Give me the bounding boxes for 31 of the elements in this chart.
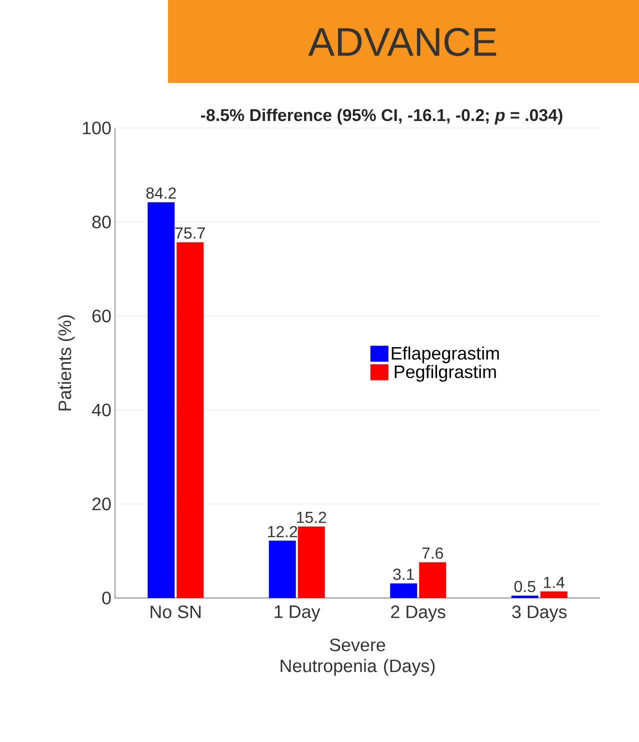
bar bbox=[540, 591, 568, 598]
data-label: 12.2 bbox=[268, 526, 298, 538]
bar bbox=[419, 562, 446, 598]
text: -8.5% Difference (95% CI, -16.1, -0.2; p = .034) bbox=[200, 108, 562, 124]
y-tick-label: 80 bbox=[92, 216, 111, 228]
data-label: 0.5 bbox=[514, 580, 536, 592]
data-label: 84.2 bbox=[146, 187, 176, 199]
data-label: 7.6 bbox=[422, 547, 443, 559]
x-axis-title: Severe Neutropenia (Days) bbox=[280, 638, 435, 676]
y-tick-label: 40 bbox=[92, 404, 111, 416]
legend-label: Pegfilgrastim bbox=[394, 364, 496, 382]
y-tick-label: 100 bbox=[82, 122, 111, 134]
chart-title: ADVANCE bbox=[308, 28, 496, 56]
y-tick-label: 0 bbox=[102, 592, 111, 604]
data-label: 15.2 bbox=[297, 512, 326, 524]
data-label: 1.4 bbox=[544, 576, 564, 588]
y-tick-label: 60 bbox=[92, 310, 111, 322]
bar bbox=[148, 202, 175, 598]
x-tick-label: 3 Days bbox=[512, 606, 567, 622]
bar bbox=[298, 526, 325, 598]
bar bbox=[268, 540, 296, 598]
y-axis-title: Patients (%) bbox=[58, 315, 75, 410]
x-tick-label: 2 Days bbox=[391, 606, 446, 622]
x-tick-label: 1 Day bbox=[274, 606, 320, 622]
y-tick-label: 20 bbox=[92, 498, 111, 510]
x-tick-label: No SN bbox=[150, 606, 201, 618]
data-label: 75.7 bbox=[175, 228, 205, 239]
data-label: 3.1 bbox=[393, 568, 414, 580]
legend-label: Eflapegrastim bbox=[392, 346, 499, 364]
bar bbox=[176, 242, 204, 598]
bar bbox=[390, 583, 418, 598]
